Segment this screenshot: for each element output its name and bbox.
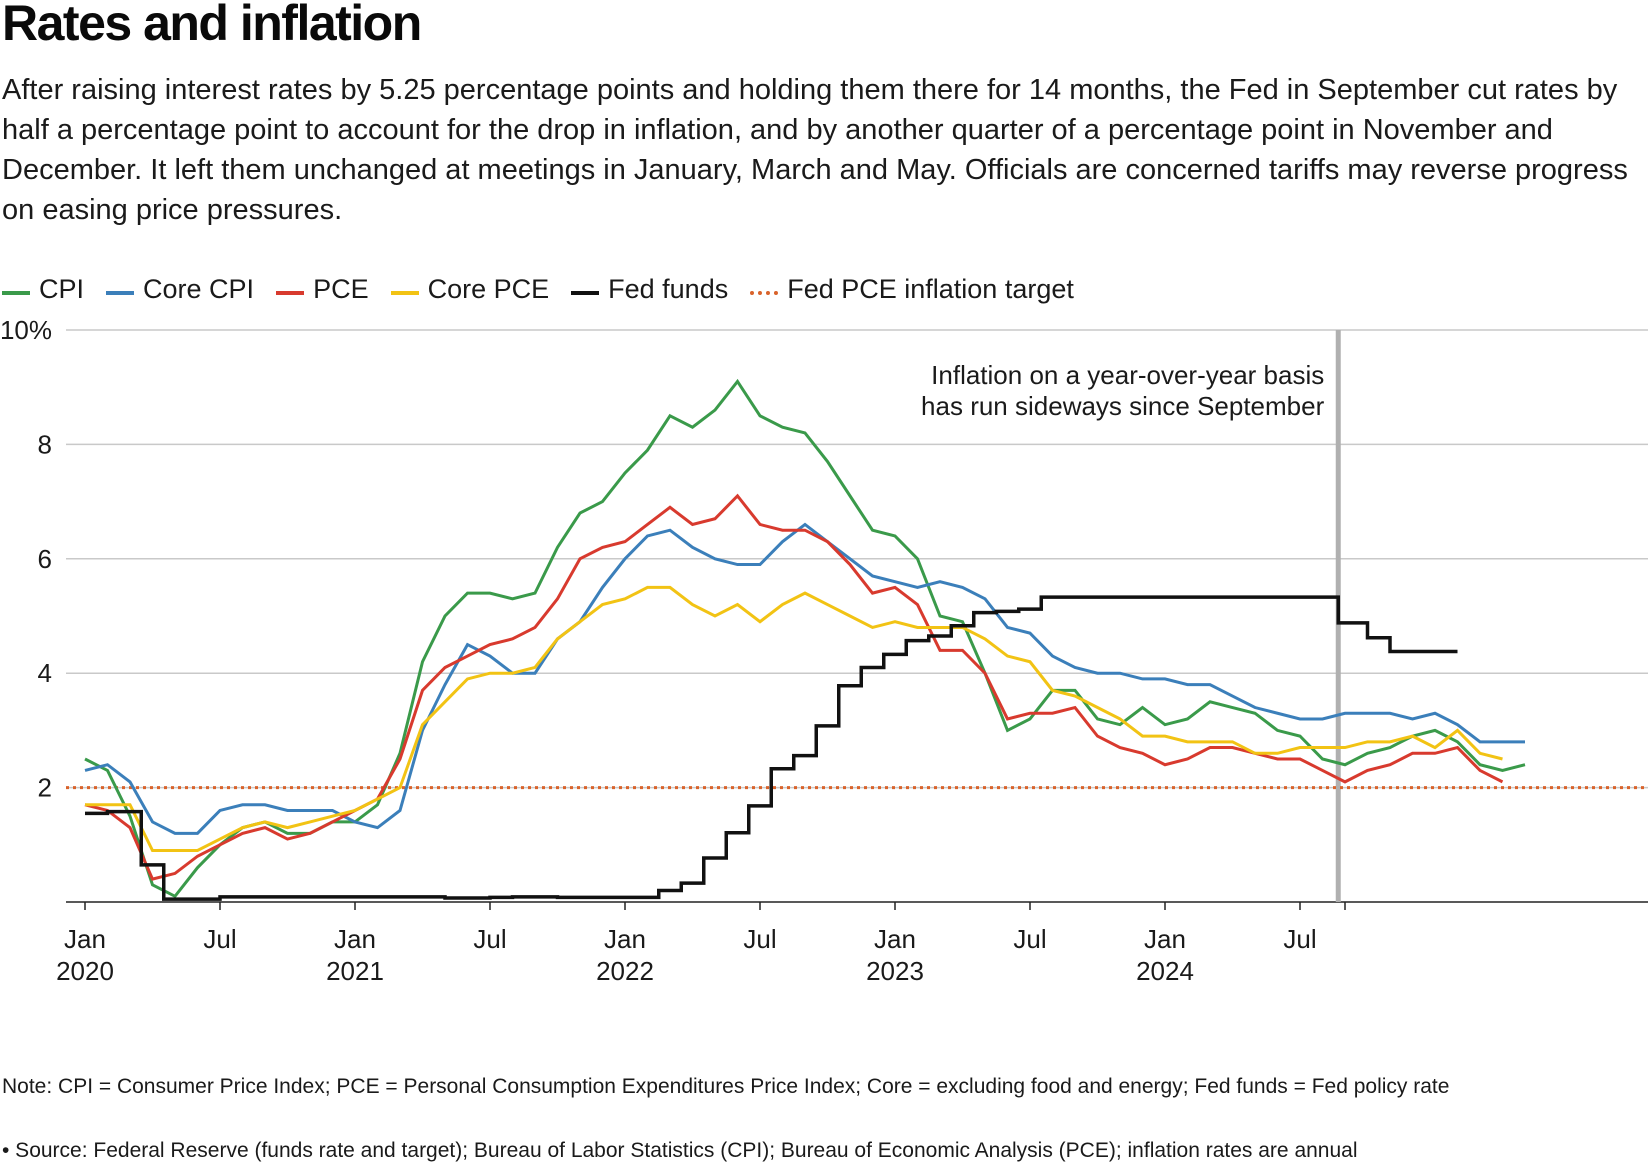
annotation-text: Inflation on a year-over-year basis: [931, 360, 1324, 390]
legend-label: Fed PCE inflation target: [787, 273, 1074, 304]
legend-item: Fed PCE inflation target: [750, 274, 1074, 305]
series-line-pce: [84, 493, 1504, 881]
x-tick-year-label: 2020: [56, 956, 114, 986]
legend-swatch: [390, 291, 419, 295]
y-tick-label: 6: [38, 544, 52, 574]
x-tick-label: Jul: [1283, 924, 1316, 954]
legend-swatch: [571, 291, 600, 295]
x-tick-label: Jul: [1013, 924, 1046, 954]
x-tick-label: Jan: [1144, 924, 1186, 954]
x-tick-label: Jul: [203, 924, 236, 954]
chart-subtitle: After raising interest rates by 5.25 per…: [2, 74, 1628, 226]
legend-item: PCE: [276, 274, 369, 305]
legend-swatch: [2, 291, 30, 295]
chart-legend: CPI Core CPI PCE Core PCE Fed funds Fed PCE i…: [2, 272, 1096, 306]
y-tick-label: 10%: [0, 320, 52, 345]
legend-item: CPI: [2, 274, 84, 305]
legend-label: Core PCE: [427, 273, 550, 304]
y-tick-label: 2: [38, 773, 52, 803]
x-tick-year-label: 2022: [596, 956, 654, 986]
y-tick-label: 4: [38, 658, 52, 688]
x-tick-year-label: 2024: [1136, 956, 1194, 986]
x-tick-label: Jul: [473, 924, 506, 954]
legend-swatch: [750, 291, 779, 295]
series-line-core-pce: [85, 585, 1503, 853]
series-line-fed-funds: [85, 595, 1458, 901]
legend-label: CPI: [39, 273, 85, 304]
x-tick-label: Jan: [334, 924, 376, 954]
x-tick-label: Jul: [743, 924, 776, 954]
legend-label: Core CPI: [143, 273, 255, 304]
legend-swatch: [276, 291, 305, 295]
legend-item: Core PCE: [390, 273, 550, 305]
series-line-cpi: [84, 378, 1526, 899]
x-tick-year-label: 2023: [866, 956, 924, 986]
legend-swatch: [106, 291, 135, 295]
legend-item: Fed funds: [571, 274, 728, 305]
x-tick-label: Jan: [874, 924, 916, 954]
chart-note: Note: CPI = Consumer Price Index; PCE = …: [2, 1075, 1450, 1098]
legend-item: Core CPI: [106, 274, 254, 305]
y-tick-label: 8: [38, 429, 52, 459]
legend-label: PCE: [313, 273, 369, 304]
x-tick-label: Jan: [604, 924, 646, 954]
chart-source: • Source: Federal Reserve (funds rate an…: [2, 1139, 1358, 1162]
x-tick-label: Jan: [64, 924, 106, 954]
x-tick-year-label: 2021: [326, 956, 384, 986]
legend-label: Fed funds: [608, 273, 729, 304]
annotation-text: has run sideways since September: [921, 391, 1325, 421]
series-line-core-cpi: [84, 522, 1525, 835]
chart-title: Rates and inflation: [2, 0, 422, 51]
